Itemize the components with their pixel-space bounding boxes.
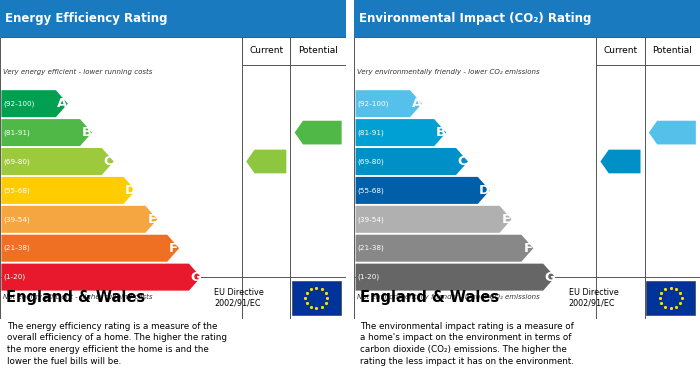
Polygon shape (1, 206, 158, 233)
Polygon shape (356, 148, 468, 175)
Polygon shape (1, 235, 179, 262)
Text: Very energy efficient - lower running costs: Very energy efficient - lower running co… (3, 68, 152, 75)
Polygon shape (601, 150, 640, 173)
Text: D: D (479, 184, 490, 197)
Text: (69-80): (69-80) (358, 158, 384, 165)
Text: England & Wales: England & Wales (6, 291, 146, 305)
Bar (354, 37, 700, 319)
Text: (21-38): (21-38) (4, 245, 30, 251)
Polygon shape (356, 90, 422, 117)
Text: Potential: Potential (652, 47, 692, 56)
Bar (292, 281, 341, 315)
Text: (1-20): (1-20) (4, 274, 26, 280)
Text: A: A (57, 97, 67, 110)
Text: (81-91): (81-91) (4, 129, 30, 136)
Text: (39-54): (39-54) (358, 216, 384, 222)
Text: F: F (169, 242, 178, 255)
Text: EU Directive
2002/91/EC: EU Directive 2002/91/EC (214, 288, 264, 308)
Text: Very environmentally friendly - lower CO₂ emissions: Very environmentally friendly - lower CO… (357, 68, 540, 75)
Text: Not environmentally friendly - higher CO₂ emissions: Not environmentally friendly - higher CO… (357, 294, 540, 300)
Text: 79: 79 (260, 155, 277, 168)
Text: (81-91): (81-91) (358, 129, 384, 136)
Text: (39-54): (39-54) (4, 216, 30, 222)
Bar (290, 37, 346, 65)
Bar (0, 0, 346, 37)
Text: 86: 86 (312, 126, 329, 139)
Bar (596, 37, 645, 65)
Text: Current: Current (249, 47, 284, 56)
Polygon shape (1, 177, 136, 204)
Text: The energy efficiency rating is a measure of the
overall efficiency of a home. T: The energy efficiency rating is a measur… (7, 321, 227, 366)
Text: C: C (458, 155, 468, 168)
Text: B: B (436, 126, 446, 139)
Text: England & Wales: England & Wales (360, 291, 500, 305)
Text: (21-38): (21-38) (358, 245, 384, 251)
Text: (55-68): (55-68) (358, 187, 384, 194)
Text: (92-100): (92-100) (4, 100, 35, 107)
Text: B: B (82, 126, 92, 139)
Bar (0, 37, 346, 319)
Bar (646, 281, 695, 315)
Polygon shape (356, 119, 446, 146)
Polygon shape (1, 119, 92, 146)
Bar (354, 277, 700, 319)
Text: (69-80): (69-80) (4, 158, 30, 165)
Text: C: C (104, 155, 113, 168)
Text: The environmental impact rating is a measure of
a home's impact on the environme: The environmental impact rating is a mea… (360, 321, 574, 366)
Text: F: F (524, 242, 533, 255)
Text: A: A (412, 97, 421, 110)
Bar (0, 277, 346, 319)
Text: 78: 78 (615, 155, 631, 168)
Text: Energy Efficiency Rating: Energy Efficiency Rating (5, 12, 168, 25)
Text: (1-20): (1-20) (358, 274, 380, 280)
Text: 85: 85 (666, 126, 683, 139)
Polygon shape (246, 150, 286, 173)
Text: G: G (190, 271, 201, 283)
Text: E: E (148, 213, 157, 226)
Polygon shape (356, 206, 512, 233)
Text: Current: Current (603, 47, 638, 56)
Text: (55-68): (55-68) (4, 187, 30, 194)
Polygon shape (649, 121, 696, 144)
Text: Environmental Impact (CO₂) Rating: Environmental Impact (CO₂) Rating (359, 12, 592, 25)
Text: G: G (545, 271, 555, 283)
Polygon shape (1, 148, 114, 175)
Polygon shape (295, 121, 342, 144)
Polygon shape (356, 235, 533, 262)
Text: Not energy efficient - higher running costs: Not energy efficient - higher running co… (3, 294, 153, 300)
Text: (92-100): (92-100) (358, 100, 389, 107)
Polygon shape (356, 264, 555, 291)
Text: Potential: Potential (298, 47, 338, 56)
Polygon shape (1, 264, 201, 291)
Polygon shape (356, 177, 490, 204)
Polygon shape (1, 90, 68, 117)
Text: EU Directive
2002/91/EC: EU Directive 2002/91/EC (568, 288, 618, 308)
Text: E: E (502, 213, 511, 226)
Bar (242, 37, 290, 65)
Bar (354, 0, 700, 37)
Bar (645, 37, 700, 65)
Text: D: D (125, 184, 136, 197)
